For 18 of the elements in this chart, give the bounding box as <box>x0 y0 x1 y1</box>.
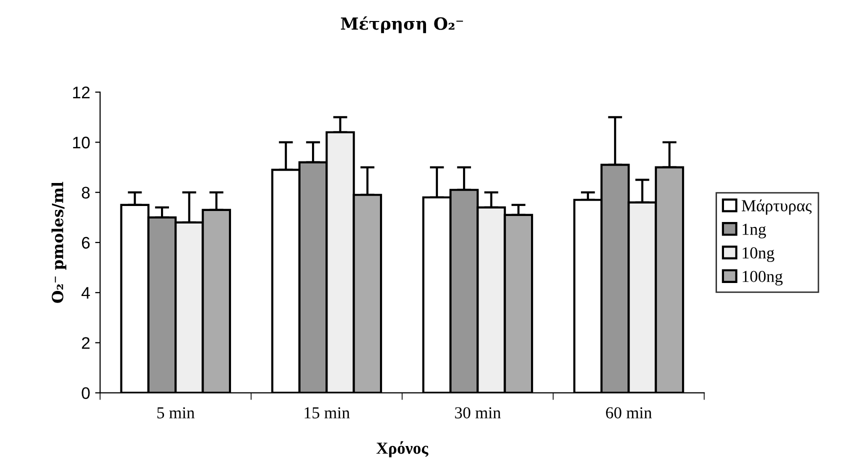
y-tick-label: 0 <box>82 387 90 400</box>
x-tick-label: 5 min <box>157 407 195 418</box>
x-axis-title: Χρόνος <box>376 441 428 458</box>
legend-label: Μάρτυρας <box>742 199 812 215</box>
y-tick-label: 10 <box>73 136 90 148</box>
x-tick-label: 15 min <box>304 407 350 418</box>
y-tick-label: 4 <box>82 287 90 299</box>
x-tick-label: 60 min <box>606 407 652 418</box>
y-tick-label: 2 <box>82 337 90 349</box>
y-axis-title: O₂⁻ pmoles/ml <box>52 182 66 303</box>
legend-label: 100ng <box>742 270 783 286</box>
legend-label: 1ng <box>742 224 766 238</box>
chart-title: Μέτρηση O₂⁻ <box>340 16 463 34</box>
y-tick-label: 6 <box>82 236 90 249</box>
y-tick-label: 8 <box>82 186 90 199</box>
legend-label: 10ng <box>742 247 774 262</box>
y-tick-label: 12 <box>73 86 90 98</box>
x-tick-label: 30 min <box>455 407 501 418</box>
